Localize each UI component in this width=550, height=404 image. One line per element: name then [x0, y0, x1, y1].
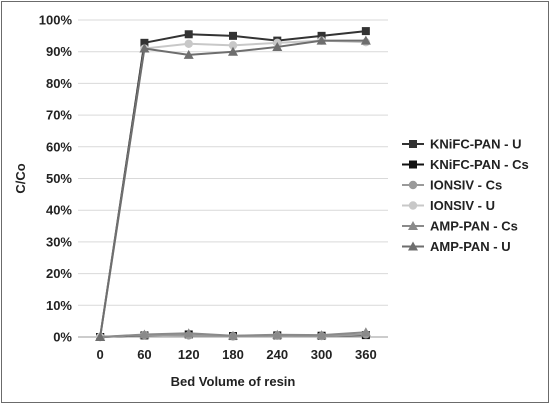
- grid-layer: [78, 19, 388, 306]
- x-tick-label: 300: [311, 347, 333, 362]
- data-point: [316, 330, 327, 340]
- legend-entry: AMP-PAN - Cs: [402, 219, 518, 234]
- series-amp-pan-u: [95, 35, 371, 341]
- data-point: [228, 330, 238, 340]
- data-point: [140, 38, 149, 47]
- series-layer: [95, 27, 371, 342]
- legend-label: KNiFC-PAN - U: [430, 137, 521, 152]
- series-ionsiv-u: [95, 36, 371, 342]
- data-point: [183, 49, 194, 59]
- y-tick-label: 70%: [46, 108, 72, 123]
- data-point: [361, 27, 370, 36]
- legend-label: KNiFC-PAN - Cs: [430, 157, 529, 172]
- y-tick-label: 30%: [46, 234, 72, 249]
- data-point: [316, 35, 327, 45]
- legend-marker: [408, 221, 418, 230]
- data-point: [272, 41, 283, 51]
- legend-label: AMP-PAN - U: [430, 239, 511, 254]
- legend-marker: [408, 241, 418, 251]
- data-point: [229, 31, 237, 40]
- x-tick-label: 240: [266, 347, 288, 362]
- legend-label: IONSIV - Cs: [430, 178, 502, 193]
- y-tick-label: 100%: [39, 13, 73, 28]
- legend-entry: KNiFC-PAN - U: [402, 137, 521, 152]
- y-tick-label: 40%: [46, 203, 72, 218]
- data-point: [228, 41, 238, 50]
- legend-label: AMP-PAN - Cs: [430, 219, 518, 234]
- x-axis-title: Bed Volume of resin: [171, 374, 296, 389]
- legend-entry: AMP-PAN - U: [402, 239, 511, 254]
- legend-marker: [409, 140, 417, 148]
- y-tick-label: 60%: [46, 139, 72, 154]
- legend-entry: IONSIV - Cs: [402, 178, 502, 193]
- legend-marker: [409, 160, 417, 169]
- data-point: [95, 332, 106, 341]
- legend-entry: IONSIV - U: [402, 198, 495, 213]
- y-tick-label: 10%: [46, 298, 72, 313]
- y-tick-label: 50%: [46, 171, 72, 186]
- series-amp-pan-cs: [95, 327, 371, 341]
- data-point: [183, 328, 194, 338]
- y-tick-label: 20%: [46, 266, 72, 281]
- data-point: [272, 329, 283, 339]
- legend-marker: [408, 180, 418, 190]
- data-point: [184, 39, 193, 48]
- y-tick-label: 80%: [46, 76, 72, 91]
- data-point: [184, 30, 193, 39]
- data-point: [139, 43, 150, 53]
- legend-entry: KNiFC-PAN - Cs: [402, 157, 529, 172]
- x-tick-label: 120: [178, 347, 200, 362]
- x-tick-label: 0: [97, 347, 104, 362]
- x-tick-label: 60: [137, 347, 151, 362]
- y-tick-label: 0%: [53, 330, 72, 345]
- legend: KNiFC-PAN - U KNiFC-PAN - Cs IONSIV - Cs IO…: [402, 137, 529, 254]
- series-knifc-pan-u: [96, 27, 370, 341]
- legend-marker: [408, 201, 418, 210]
- data-point: [360, 327, 371, 337]
- y-axis-title: C/Co: [13, 163, 28, 193]
- data-point: [228, 46, 238, 56]
- axis-layer: 0% 10% 20% 30% 40% 50% 60% 70% 80% 90% 100% 0 60 120 1…: [39, 13, 388, 362]
- data-point: [360, 35, 371, 45]
- x-tick-label: 180: [222, 347, 244, 362]
- legend-label: IONSIV - U: [430, 198, 495, 213]
- y-tick-label: 90%: [46, 44, 72, 59]
- series-line: [99, 39, 366, 338]
- series-line: [99, 39, 366, 338]
- x-tick-label: 360: [355, 347, 377, 362]
- data-point: [139, 329, 150, 339]
